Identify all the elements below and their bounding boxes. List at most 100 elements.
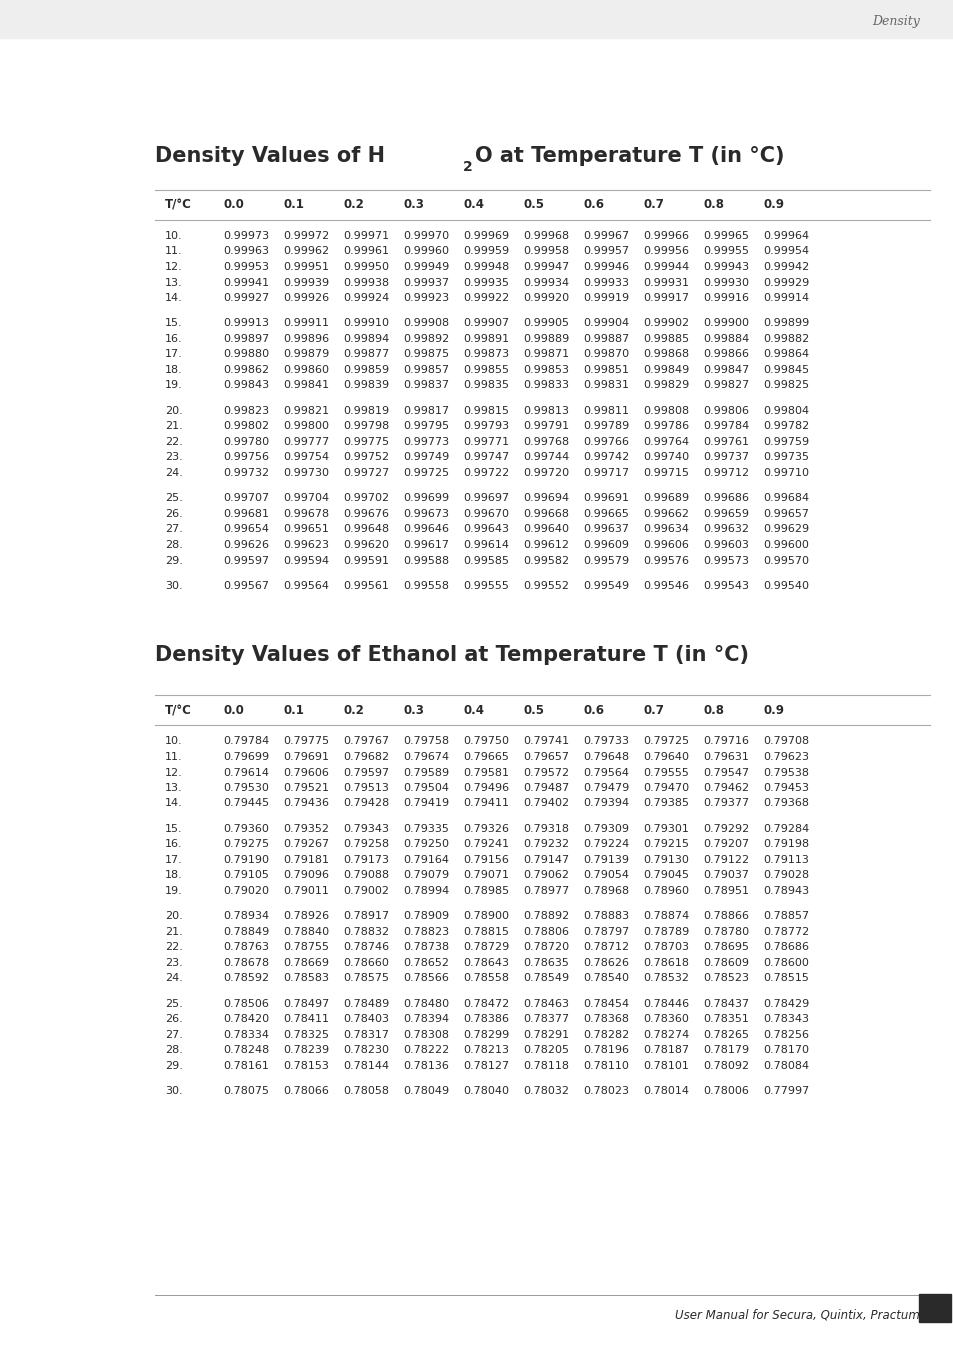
Text: 18.: 18.: [165, 871, 183, 880]
Text: 0.99775: 0.99775: [343, 437, 389, 447]
Text: 0.78196: 0.78196: [582, 1045, 628, 1056]
Text: 0.99969: 0.99969: [462, 231, 509, 242]
Text: 0.78669: 0.78669: [283, 958, 329, 968]
Text: 0.99773: 0.99773: [402, 437, 449, 447]
Text: 0.99841: 0.99841: [283, 381, 329, 390]
Text: 0.78789: 0.78789: [642, 927, 688, 937]
Text: 0.79741: 0.79741: [522, 737, 569, 747]
Text: 0.99815: 0.99815: [462, 406, 509, 416]
Text: 0.99617: 0.99617: [402, 540, 449, 549]
Text: 0.79139: 0.79139: [582, 855, 628, 865]
Text: 0.99870: 0.99870: [582, 350, 628, 359]
Text: 0.79318: 0.79318: [522, 824, 568, 834]
Text: 0.79156: 0.79156: [462, 855, 508, 865]
Text: 0.79691: 0.79691: [283, 752, 329, 761]
Text: 0.99894: 0.99894: [343, 333, 389, 344]
Text: 0.79555: 0.79555: [642, 768, 688, 778]
Text: 0.99614: 0.99614: [462, 540, 509, 549]
Text: 0.99543: 0.99543: [702, 580, 748, 591]
Text: 0.79147: 0.79147: [522, 855, 569, 865]
Text: 0.99937: 0.99937: [402, 278, 449, 288]
Text: 0.78308: 0.78308: [402, 1030, 449, 1040]
Text: 0.99673: 0.99673: [402, 509, 449, 518]
Text: 0.99811: 0.99811: [582, 406, 628, 416]
Text: 0.99715: 0.99715: [642, 468, 688, 478]
Text: 0.99882: 0.99882: [762, 333, 808, 344]
Text: 0.99857: 0.99857: [402, 364, 449, 375]
Text: 0.78951: 0.78951: [702, 886, 748, 896]
Text: 0.99954: 0.99954: [762, 247, 808, 256]
Text: 18.: 18.: [165, 364, 183, 375]
Text: 0.99927: 0.99927: [223, 293, 269, 302]
Text: 0.99859: 0.99859: [343, 364, 389, 375]
Text: 0.2: 0.2: [343, 198, 363, 212]
Text: 0.99761: 0.99761: [702, 437, 748, 447]
Text: 0.79453: 0.79453: [762, 783, 808, 792]
Text: 0.79530: 0.79530: [223, 783, 269, 792]
Text: 0.99899: 0.99899: [762, 319, 808, 328]
Text: 0.99884: 0.99884: [702, 333, 748, 344]
Text: 0.79479: 0.79479: [582, 783, 629, 792]
Text: 0.99629: 0.99629: [762, 525, 808, 535]
Text: 0.99827: 0.99827: [702, 381, 748, 390]
Text: 0.79088: 0.79088: [343, 871, 389, 880]
Text: 0.99752: 0.99752: [343, 452, 389, 463]
Text: 0.78014: 0.78014: [642, 1087, 688, 1096]
Text: 25.: 25.: [165, 999, 183, 1008]
Text: 0.99866: 0.99866: [702, 350, 748, 359]
Text: 23.: 23.: [165, 958, 183, 968]
Text: 0.9: 0.9: [762, 198, 783, 212]
Text: 0.78600: 0.78600: [762, 958, 808, 968]
Text: 0.99916: 0.99916: [702, 293, 748, 302]
Text: 0.99942: 0.99942: [762, 262, 808, 271]
Text: 0.79631: 0.79631: [702, 752, 748, 761]
Text: 0.78446: 0.78446: [642, 999, 688, 1008]
Text: 0.99917: 0.99917: [642, 293, 688, 302]
Text: 0.79368: 0.79368: [762, 798, 808, 809]
Text: 0.78411: 0.78411: [283, 1014, 329, 1025]
Text: 0.79445: 0.79445: [223, 798, 269, 809]
Text: 0.99747: 0.99747: [462, 452, 509, 463]
Text: 0.79207: 0.79207: [702, 840, 748, 849]
Text: 0.99957: 0.99957: [582, 247, 628, 256]
Text: 0.99864: 0.99864: [762, 350, 808, 359]
Text: 0.79436: 0.79436: [283, 798, 329, 809]
Text: 0.78977: 0.78977: [522, 886, 569, 896]
Text: 0.99795: 0.99795: [402, 421, 449, 432]
Text: 29.: 29.: [165, 1061, 183, 1071]
Text: 0.99875: 0.99875: [402, 350, 449, 359]
Text: 0.99892: 0.99892: [402, 333, 449, 344]
Text: 0.99634: 0.99634: [642, 525, 688, 535]
Text: 0.79462: 0.79462: [702, 783, 748, 792]
Text: 24.: 24.: [165, 973, 183, 984]
Text: 0.79105: 0.79105: [223, 871, 269, 880]
Text: User Manual for Secura, Quintix, Practum: User Manual for Secura, Quintix, Practum: [675, 1308, 919, 1322]
Text: 0.99555: 0.99555: [462, 580, 508, 591]
Text: 0.99678: 0.99678: [283, 509, 329, 518]
Text: 0.99798: 0.99798: [343, 421, 389, 432]
Text: 0.99843: 0.99843: [223, 381, 269, 390]
Text: 0.99839: 0.99839: [343, 381, 389, 390]
Text: 0.79470: 0.79470: [642, 783, 688, 792]
Text: 11.: 11.: [165, 247, 182, 256]
Text: 0.79775: 0.79775: [283, 737, 329, 747]
Text: 0.99897: 0.99897: [223, 333, 269, 344]
Text: 0.99806: 0.99806: [702, 406, 748, 416]
Text: 0.99659: 0.99659: [702, 509, 748, 518]
Text: 30.: 30.: [165, 1087, 182, 1096]
Text: 0.99780: 0.99780: [223, 437, 269, 447]
Text: 0.78256: 0.78256: [762, 1030, 808, 1040]
Text: 0.99561: 0.99561: [343, 580, 389, 591]
Text: 14.: 14.: [165, 798, 183, 809]
Text: 0.6: 0.6: [582, 198, 603, 212]
Text: Density Values of H: Density Values of H: [154, 146, 385, 166]
Text: 0.78351: 0.78351: [702, 1014, 748, 1025]
Text: 0.99887: 0.99887: [582, 333, 629, 344]
Text: 29.: 29.: [165, 555, 183, 566]
Text: 0.99946: 0.99946: [582, 262, 628, 271]
Text: 0.79750: 0.79750: [462, 737, 509, 747]
Text: 0.78437: 0.78437: [702, 999, 748, 1008]
Text: 0.99564: 0.99564: [283, 580, 329, 591]
Text: 0.78934: 0.78934: [223, 911, 269, 922]
Text: 0.78023: 0.78023: [582, 1087, 628, 1096]
